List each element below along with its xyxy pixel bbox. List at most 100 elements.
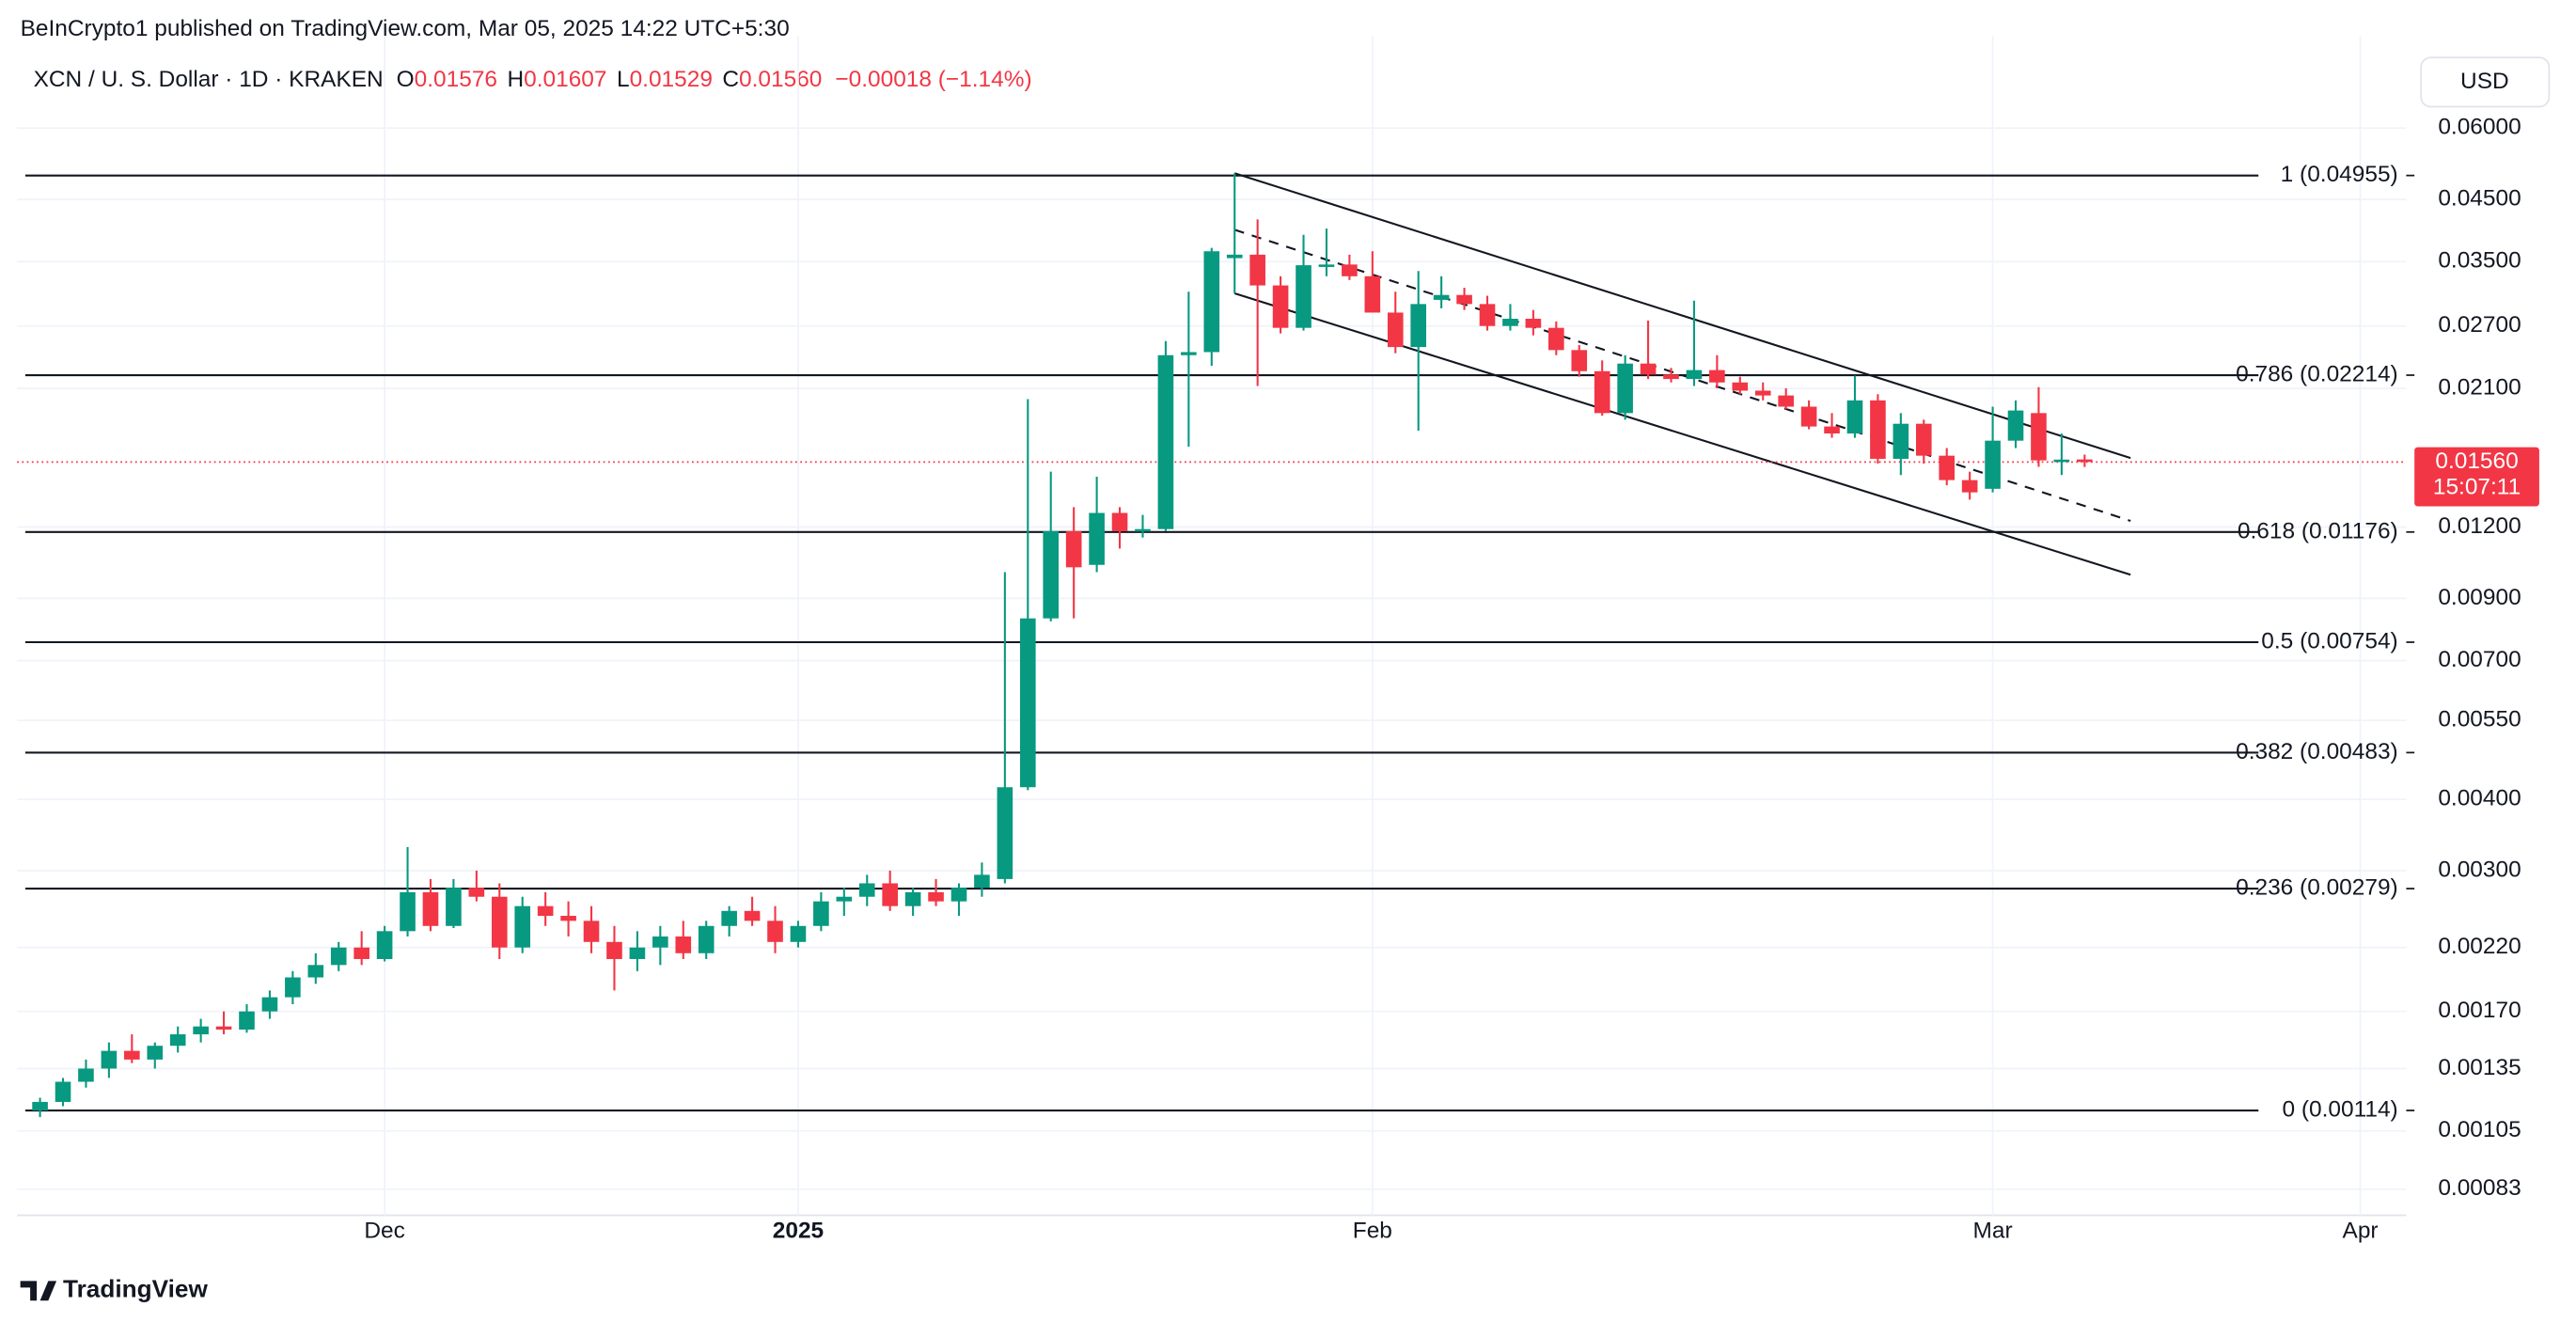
candle-body: [560, 916, 576, 921]
candle-body: [950, 888, 967, 902]
candle-body: [353, 947, 369, 959]
candle-body: [285, 977, 301, 998]
candle-body: [147, 1046, 164, 1060]
y-tick-label: 0.00550: [2438, 707, 2521, 732]
candle-body: [2053, 459, 2070, 463]
candle-body: [400, 891, 416, 932]
candle-body: [698, 925, 715, 953]
candle-body: [928, 891, 944, 902]
x-tick-label: Mar: [1973, 1218, 2013, 1243]
candle-body: [1732, 382, 1749, 391]
y-tick-label: 0.02100: [2438, 374, 2521, 400]
x-tick-label: Apr: [2343, 1218, 2379, 1243]
candle-body: [1893, 423, 1909, 459]
last-price-label: 0.01560: [2435, 449, 2518, 474]
currency-box[interactable]: [2420, 56, 2551, 108]
currency: USD: [2460, 69, 2509, 94]
legend-symbol: XCN / U. S. Dollar · 1D · KRAKEN: [34, 67, 384, 92]
candle-body: [997, 787, 1013, 879]
candle-body: [2007, 410, 2024, 441]
candle-body: [629, 947, 646, 959]
legend-value: 0.01560: [739, 67, 822, 92]
candle-body: [836, 896, 853, 902]
candle-body: [307, 965, 324, 978]
candle-body: [1226, 254, 1243, 259]
candle-body: [446, 888, 462, 926]
candle-body: [882, 883, 898, 906]
candle-body: [904, 891, 921, 906]
legend-value: 0.01576: [415, 67, 497, 92]
candle-body: [55, 1081, 71, 1102]
y-tick-label: 0.00900: [2438, 585, 2521, 610]
candle-body: [1065, 530, 1082, 568]
y-tick-label: 0.06000: [2438, 115, 2521, 140]
candle-body: [1135, 528, 1151, 532]
candle-body: [813, 901, 829, 926]
candle-body: [1961, 480, 1978, 493]
legend-value: 0.01607: [524, 67, 606, 92]
publisher-line: BeInCrypto1 published on TradingView.com…: [21, 16, 790, 41]
candle-body: [1296, 265, 1312, 328]
candle-body: [1272, 285, 1289, 328]
candle-body: [422, 891, 439, 926]
fib-level-label: 0.5 (0.00754): [2261, 628, 2397, 653]
candle-body: [974, 874, 990, 889]
candle-body: [583, 921, 600, 942]
candle-body: [1754, 390, 1771, 396]
candle-body: [32, 1101, 48, 1111]
candle-body: [858, 883, 875, 897]
countdown-label: 15:07:11: [2433, 475, 2521, 500]
candle-body: [1433, 294, 1450, 300]
fib-level-label: 0 (0.00114): [2283, 1096, 2398, 1122]
brand-name: TradingView: [63, 1275, 208, 1303]
candle-body: [330, 947, 347, 966]
legend-key: L: [617, 67, 630, 92]
candle-body: [1870, 400, 1886, 459]
candle-body: [1157, 354, 1174, 529]
candle-body: [721, 910, 737, 926]
y-tick-label: 0.00135: [2438, 1055, 2521, 1080]
x-tick-label: Feb: [1353, 1218, 1392, 1243]
candle-body: [1456, 294, 1472, 305]
candle-body: [537, 905, 554, 917]
candle-body: [1502, 319, 1518, 326]
legend-value: 0.01529: [630, 67, 713, 92]
grid: [17, 36, 2407, 1216]
candle-body: [1846, 400, 1863, 434]
candle-body: [1709, 370, 1725, 383]
candle-body: [215, 1026, 232, 1030]
candle-body: [101, 1050, 118, 1069]
candle-body: [1203, 251, 1220, 353]
candle-body: [1594, 370, 1610, 414]
candle-body: [744, 910, 761, 921]
candle-body: [790, 925, 807, 942]
fib-level-label: 0.382 (0.00483): [2236, 739, 2398, 764]
legend-change: −0.00018 (−1.14%): [835, 67, 1031, 92]
candle-body: [1915, 423, 1932, 456]
candle-body: [1640, 363, 1657, 375]
brand-logo: [20, 1281, 57, 1301]
candle-body: [1824, 426, 1840, 434]
candle-body: [491, 896, 508, 948]
candle-body: [169, 1034, 186, 1047]
candle-body: [652, 936, 668, 948]
y-tick-label: 0.03500: [2438, 248, 2521, 274]
y-tick-label: 0.04500: [2438, 185, 2521, 211]
candle-body: [1525, 319, 1542, 328]
y-tick-label: 0.02700: [2438, 312, 2521, 338]
candle-body: [675, 936, 692, 953]
candle-body: [1089, 512, 1105, 565]
candle-body: [2077, 459, 2093, 463]
y-tick-label: 0.00083: [2438, 1175, 2521, 1201]
fib-level-label: 0.786 (0.02214): [2236, 361, 2398, 386]
candle-body: [2031, 413, 2047, 461]
candle-body: [1181, 352, 1197, 355]
channel-line: [1233, 228, 2131, 522]
y-tick-label: 0.00105: [2438, 1117, 2521, 1142]
x-tick-label: 2025: [773, 1218, 824, 1243]
candle-body: [468, 888, 485, 897]
candle-body: [1939, 455, 1956, 480]
legend-key: H: [507, 67, 524, 92]
candle-body: [1111, 512, 1128, 531]
